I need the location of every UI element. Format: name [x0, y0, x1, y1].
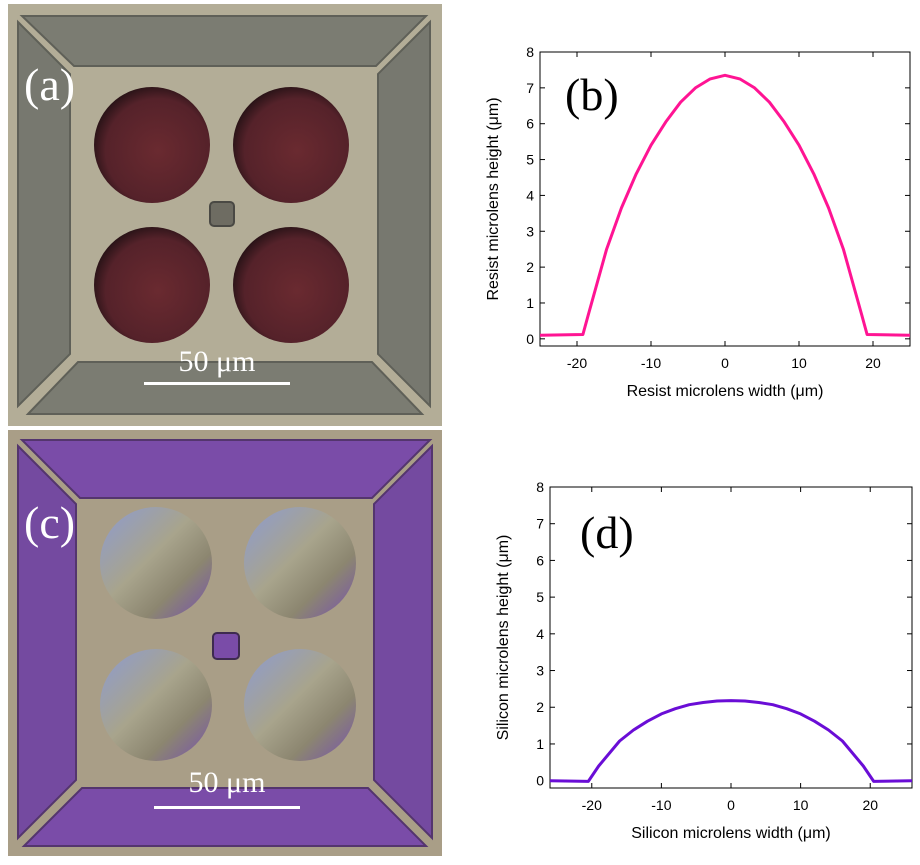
- x-axis-label: Resist microlens width (μm): [627, 383, 824, 400]
- y-axis-label: Resist microlens height (μm): [485, 97, 502, 300]
- y-tick-label: 0: [526, 331, 534, 347]
- x-tick-label: 10: [791, 355, 807, 371]
- silicon-profile-chart: (d) 0 1 2 3 4 5 6 7 8 -20 -10 0 10 20 Silicon microlen…: [495, 479, 913, 842]
- y-tick-label: 0: [536, 773, 544, 789]
- panel-b-chart: (b) 0 1 2 3 4 5 6 7 8 -20 -10 0 10 20 Resist microlens…: [450, 0, 920, 430]
- x-tick-label: 20: [865, 355, 881, 371]
- y-tick-label: 3: [536, 663, 544, 679]
- y-axis-label: Silicon microlens height (μm): [495, 535, 512, 741]
- panel-label-c: (c): [24, 497, 75, 548]
- resist-profile-chart: (b) 0 1 2 3 4 5 6 7 8 -20 -10 0 10 20 Resist microlens…: [485, 44, 911, 400]
- silicon-lens-array: [100, 507, 356, 761]
- resist-frame: [17, 15, 431, 415]
- y-tick-label: 4: [536, 626, 544, 642]
- y-tick-label: 2: [536, 699, 544, 715]
- y-tick-label: 8: [536, 479, 544, 495]
- scale-bar-label: 50 μm: [189, 766, 266, 799]
- x-tick-label: 0: [727, 797, 735, 813]
- resist-lens-array: [94, 87, 349, 343]
- profile-line: [549, 699, 913, 783]
- resist-lens-2: [233, 87, 349, 203]
- y-tick-label: 7: [536, 516, 544, 532]
- profile-line: [539, 73, 911, 337]
- scale-bar-label: 50 μm: [179, 345, 256, 378]
- y-tick-label: 4: [526, 187, 534, 203]
- x-tick-label: 10: [793, 797, 809, 813]
- silicon-lens-4: [244, 649, 356, 761]
- alignment-mark: [209, 201, 235, 227]
- resist-lens-4: [233, 227, 349, 343]
- x-axis-label: Silicon microlens width (μm): [631, 825, 830, 842]
- panel-c-photo: 50 μm (c): [8, 430, 442, 856]
- y-tick-label: 8: [526, 44, 534, 60]
- x-tick-label: 0: [721, 355, 729, 371]
- y-tick-label: 7: [526, 80, 534, 96]
- y-tick-label: 6: [536, 552, 544, 568]
- silicon-lens-1: [100, 507, 212, 619]
- y-tick-label: 3: [526, 223, 534, 239]
- y-tick-label: 1: [526, 295, 534, 311]
- scale-bar-line: [144, 382, 290, 385]
- panel-d-chart: (d) 0 1 2 3 4 5 6 7 8 -20 -10 0 10 20 Silicon microlen…: [450, 430, 920, 860]
- y-tick-label: 5: [536, 589, 544, 605]
- silicon-microscope-image: 50 μm (c): [8, 430, 442, 856]
- panel-label-b: (b): [565, 69, 619, 120]
- alignment-mark: [212, 632, 240, 660]
- silicon-lens-3: [100, 649, 212, 761]
- silicon-frame: [17, 439, 433, 847]
- resist-lens-1: [94, 87, 210, 203]
- resist-microscope-image: 50 μm (a): [8, 4, 442, 426]
- scale-bar-line: [154, 806, 300, 809]
- y-tick-label: 5: [526, 152, 534, 168]
- x-tick-label: -20: [582, 797, 602, 813]
- panel-a-photo: 50 μm (a): [8, 4, 442, 426]
- silicon-lens-2: [244, 507, 356, 619]
- y-tick-label: 2: [526, 259, 534, 275]
- y-tick-label: 1: [536, 736, 544, 752]
- x-tick-label: 20: [862, 797, 878, 813]
- x-tick-label: -10: [651, 797, 671, 813]
- x-tick-label: -20: [567, 355, 587, 371]
- panel-label-d: (d): [580, 507, 634, 558]
- resist-lens-3: [94, 227, 210, 343]
- x-tick-label: -10: [641, 355, 661, 371]
- y-tick-label: 6: [526, 116, 534, 132]
- panel-label-a: (a): [24, 59, 75, 110]
